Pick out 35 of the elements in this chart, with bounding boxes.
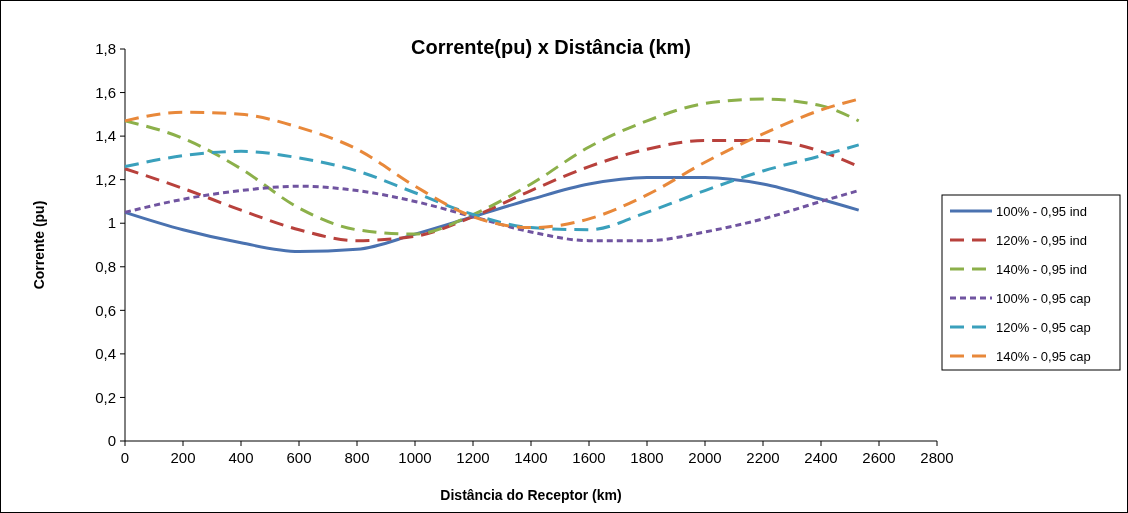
y-tick-label: 1,8 <box>95 40 116 58</box>
x-tick-label: 1600 <box>572 449 606 466</box>
x-axis-title: Distância do Receptor (km) <box>440 487 622 503</box>
legend-label: 140% - 0,95 ind <box>996 261 1088 277</box>
y-tick-label: 0 <box>107 432 116 450</box>
y-tick-label: 0,2 <box>95 388 116 406</box>
x-tick-label: 800 <box>344 449 370 466</box>
x-tick-label: 2000 <box>688 449 722 466</box>
x-tick-label: 0 <box>120 449 130 466</box>
x-tick-label: 1000 <box>398 449 432 466</box>
legend-label: 100% - 0,95 cap <box>996 290 1091 306</box>
x-tick-label: 1400 <box>514 449 548 466</box>
x-tick-label: 400 <box>228 449 254 466</box>
y-tick-label: 1,2 <box>95 170 116 188</box>
chart-title: Corrente(pu) x Distância (km) <box>410 36 692 58</box>
x-tick-label: 1800 <box>630 449 664 466</box>
legend-label: 100% - 0,95 ind <box>996 203 1088 219</box>
y-tick-label: 1,6 <box>95 83 116 101</box>
y-tick-label: 0,4 <box>95 345 116 363</box>
x-tick-label: 2800 <box>920 449 954 466</box>
x-tick-label: 2200 <box>746 449 780 466</box>
x-tick-label: 600 <box>286 449 312 466</box>
y-tick-label: 1,4 <box>95 127 116 145</box>
legend-label: 120% - 0,95 cap <box>996 319 1091 335</box>
x-tick-label: 2400 <box>804 449 838 466</box>
x-tick-label: 200 <box>170 449 196 466</box>
x-tick-label: 1200 <box>456 449 490 466</box>
line-series <box>123 143 861 232</box>
x-tick-label: 2600 <box>862 449 896 466</box>
y-tick-label: 1 <box>107 214 116 232</box>
y-tick-label: 0,8 <box>95 258 116 276</box>
y-axis-title: Corrente (pu) <box>31 200 47 290</box>
legend-label: 140% - 0,95 cap <box>996 348 1091 364</box>
legend-label: 120% - 0,95 ind <box>996 232 1088 248</box>
y-tick-label: 0,6 <box>95 301 116 319</box>
